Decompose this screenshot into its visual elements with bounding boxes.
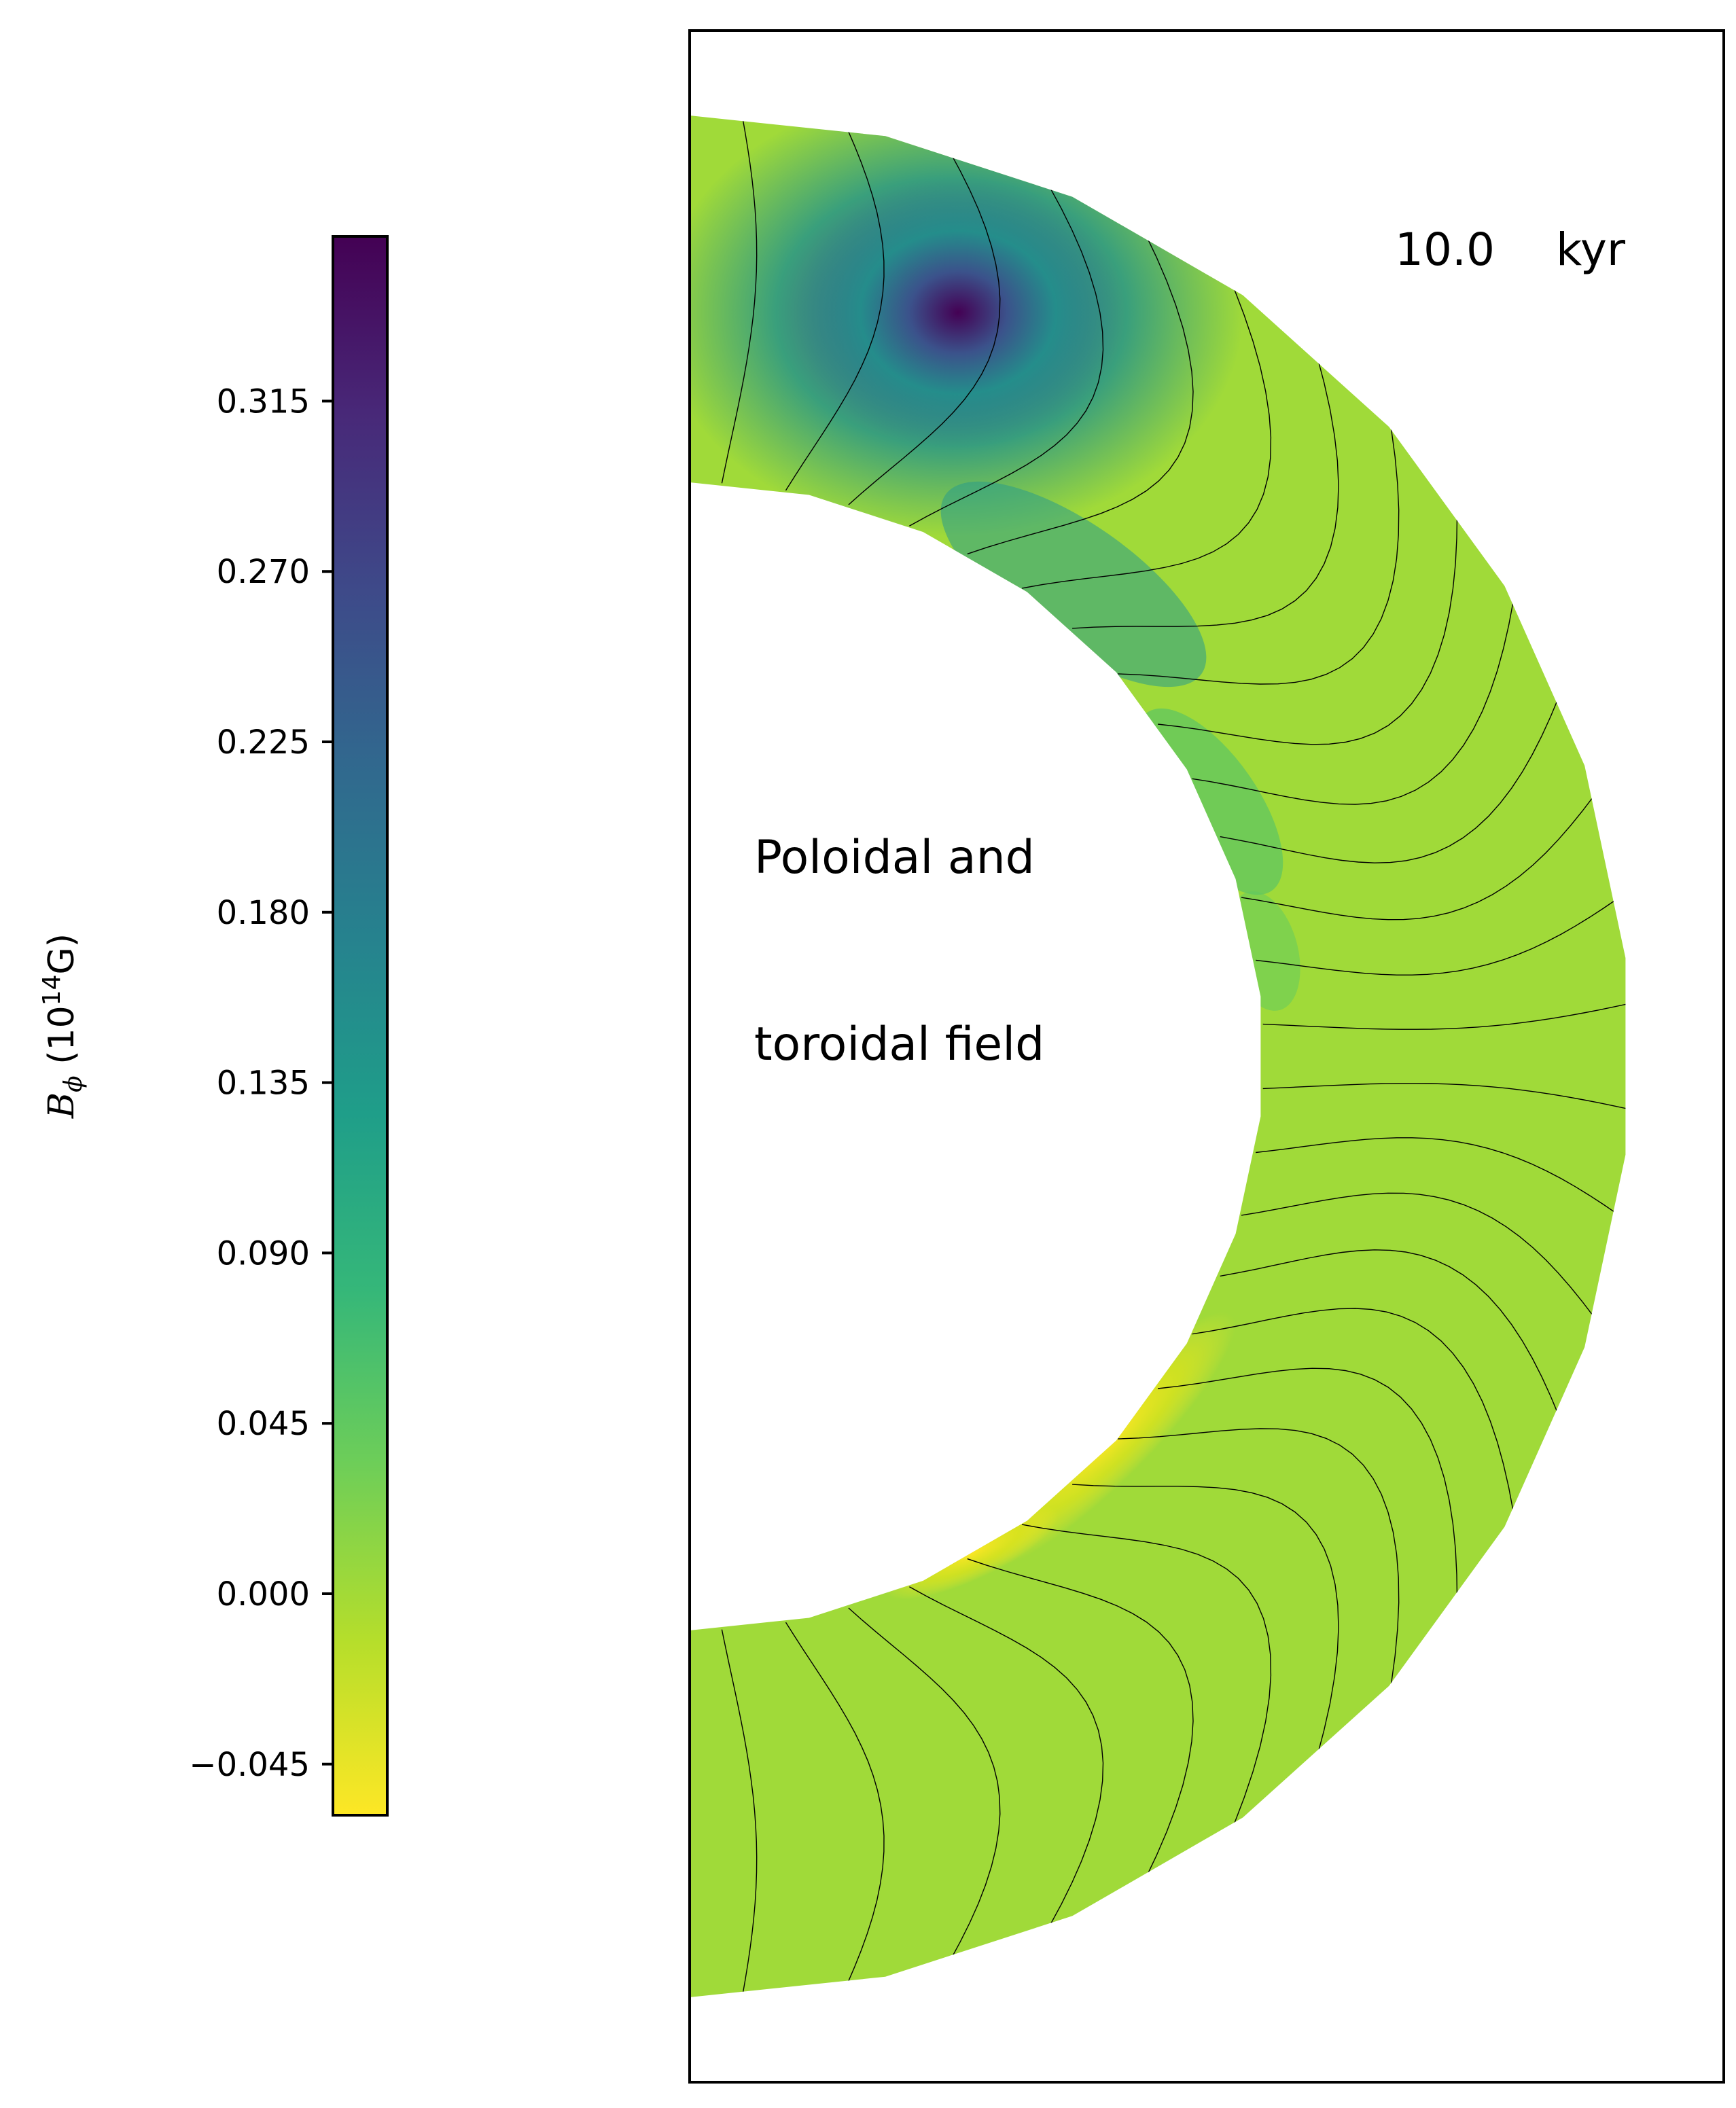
field-line — [1241, 796, 1595, 921]
colorbar-tick-label: 0.090 — [217, 1234, 310, 1272]
annotation-line-2: toroidal field — [754, 1018, 1044, 1071]
field-line — [909, 1586, 1104, 1926]
colorbar-tick-label: 0.000 — [217, 1575, 310, 1613]
field-line — [909, 187, 1104, 526]
field-line — [1072, 355, 1339, 629]
field-line — [1262, 1003, 1626, 1030]
time-unit: kyr — [1556, 224, 1626, 276]
field-line — [721, 1629, 758, 1996]
inner-ridge-1 — [940, 481, 1207, 687]
field-line — [1072, 1484, 1339, 1758]
field-line — [1241, 1192, 1595, 1317]
time-label: 10.0 kyr — [1395, 224, 1626, 276]
field-line — [1256, 898, 1618, 976]
field-line — [1118, 1428, 1400, 1683]
field-line — [967, 232, 1194, 555]
field-line — [1256, 1137, 1618, 1215]
colorbar-fill — [333, 236, 387, 1815]
colorbar-label-unit: (10 — [41, 1005, 82, 1075]
poloidal-field-lines — [721, 117, 1626, 1996]
colorbar-label-exponent: 14 — [38, 975, 66, 1006]
field-line — [785, 1622, 885, 1984]
colorbar-label-symbol: B — [41, 1092, 82, 1119]
colorbar-frame — [332, 235, 389, 1817]
field-line — [848, 1607, 1001, 1961]
time-value: 10.0 — [1395, 224, 1495, 276]
field-line — [1021, 1524, 1272, 1824]
axes-frame — [688, 29, 1725, 2084]
colorbar-label: Bϕ (1014G) — [38, 933, 88, 1119]
colorbar-tick-label: 0.315 — [217, 382, 310, 421]
field-line — [1118, 429, 1400, 685]
field-line — [785, 128, 885, 491]
field-line — [1262, 1083, 1626, 1110]
colorbar-ticks: −0.045 0.000 0.045 0.090 0.135 0.180 0.225 0.27… — [189, 382, 333, 1784]
annotation-line-1: Poloidal and — [754, 831, 1035, 885]
field-line — [1192, 601, 1514, 805]
colorbar-tick-label: 0.225 — [217, 723, 310, 762]
field-line — [848, 151, 1001, 505]
colorbar-label-subscript: ϕ — [60, 1075, 88, 1092]
field-line — [1220, 696, 1560, 863]
colorbar-label-unit-end: G) — [41, 933, 82, 975]
field-line — [1021, 289, 1272, 589]
toroidal-peak — [795, 177, 1121, 448]
field-line — [967, 1558, 1194, 1880]
colorbar-tick-label: 0.180 — [217, 894, 310, 932]
field-line — [721, 117, 758, 484]
colorbar-tick-label: 0.135 — [217, 1065, 310, 1103]
colorbar-tick-label: −0.045 — [189, 1746, 310, 1784]
field-line — [1220, 1249, 1560, 1417]
colorbar-tick-label: 0.045 — [217, 1405, 310, 1443]
field-line — [1158, 512, 1458, 745]
colorbar: −0.045 0.000 0.045 0.090 0.135 0.180 0.225 0.27… — [38, 235, 389, 1817]
colorbar-tick-label: 0.270 — [217, 553, 310, 591]
field-line — [1158, 1368, 1458, 1601]
field-line — [1192, 1308, 1514, 1512]
main-axes: 10.0 kyr Poloidal and toroidal field — [688, 29, 1725, 2084]
